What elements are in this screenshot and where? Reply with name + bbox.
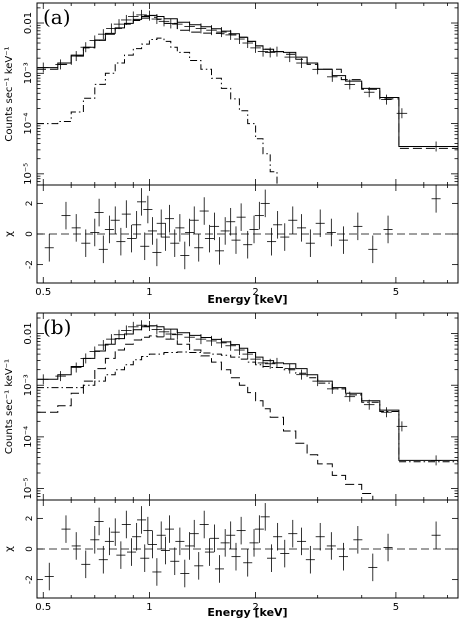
- x-tick-label: 5: [393, 287, 399, 298]
- model-dotdash-line: [37, 351, 458, 463]
- data-points: [37, 9, 442, 152]
- data-points: [37, 320, 442, 466]
- panel-b: 0.01 10⁻³ 10⁻⁴ 10⁻⁵ 0.5 1 2 5 Counts sec⁻¹ keV⁻¹…: [4, 312, 459, 619]
- x-tick-label: 2: [252, 287, 258, 298]
- x-tick-label: 5: [393, 602, 399, 613]
- residual-points: [44, 185, 441, 270]
- model-dotdash-line: [37, 37, 278, 185]
- y-tick-label: 10⁻⁴: [23, 113, 34, 135]
- x-axis-label: Energy [keV]: [207, 606, 287, 619]
- x-tick-label: 1: [146, 287, 152, 298]
- residual-axis-label: χ: [4, 231, 15, 237]
- panel-label: (b): [43, 315, 71, 339]
- y-tick-label: 0.01: [23, 322, 34, 344]
- x-tick-label: 0.5: [35, 602, 51, 613]
- panel-a: 0.01 10⁻³ 10⁻⁴ 10⁻⁵ 0.5 1 2 5 Counts sec⁻¹ keV⁻¹…: [4, 2, 459, 306]
- residual-tick-label: -2: [25, 260, 35, 269]
- spectrum-frame: [36, 2, 459, 186]
- panel-label: (a): [43, 5, 71, 29]
- residual-tick-label: 0: [25, 546, 35, 552]
- x-tick-label: 1: [146, 602, 152, 613]
- model-dashed-line: [37, 335, 374, 500]
- residual-axis-label: χ: [4, 546, 15, 552]
- y-tick-label: 10⁻⁴: [23, 426, 34, 448]
- model-solid-line: [37, 325, 458, 461]
- residual-tick-label: 2: [25, 201, 35, 207]
- model-dashed-line: [37, 16, 458, 149]
- residual-points: [44, 503, 441, 591]
- x-axis-label: Energy [keV]: [207, 293, 287, 306]
- y-axis-label: Counts sec⁻¹ keV⁻¹: [4, 46, 15, 141]
- y-tick-label: 10⁻⁵: [23, 163, 34, 185]
- residual-tick-label: 2: [25, 516, 35, 522]
- spectrum-frame: [36, 312, 459, 501]
- residual-tick-label: -2: [25, 575, 35, 584]
- y-tick-label: 10⁻³: [23, 374, 34, 396]
- x-tick-label: 2: [252, 602, 258, 613]
- residual-tick-label: 0: [25, 231, 35, 237]
- x-tick-label: 0.5: [35, 287, 51, 298]
- model-solid-line: [37, 14, 458, 147]
- y-axis-label: Counts sec⁻¹ keV⁻¹: [4, 359, 15, 454]
- y-tick-label: 10⁻³: [23, 62, 34, 84]
- y-tick-label: 0.01: [23, 12, 34, 34]
- y-tick-label: 10⁻⁵: [23, 478, 34, 500]
